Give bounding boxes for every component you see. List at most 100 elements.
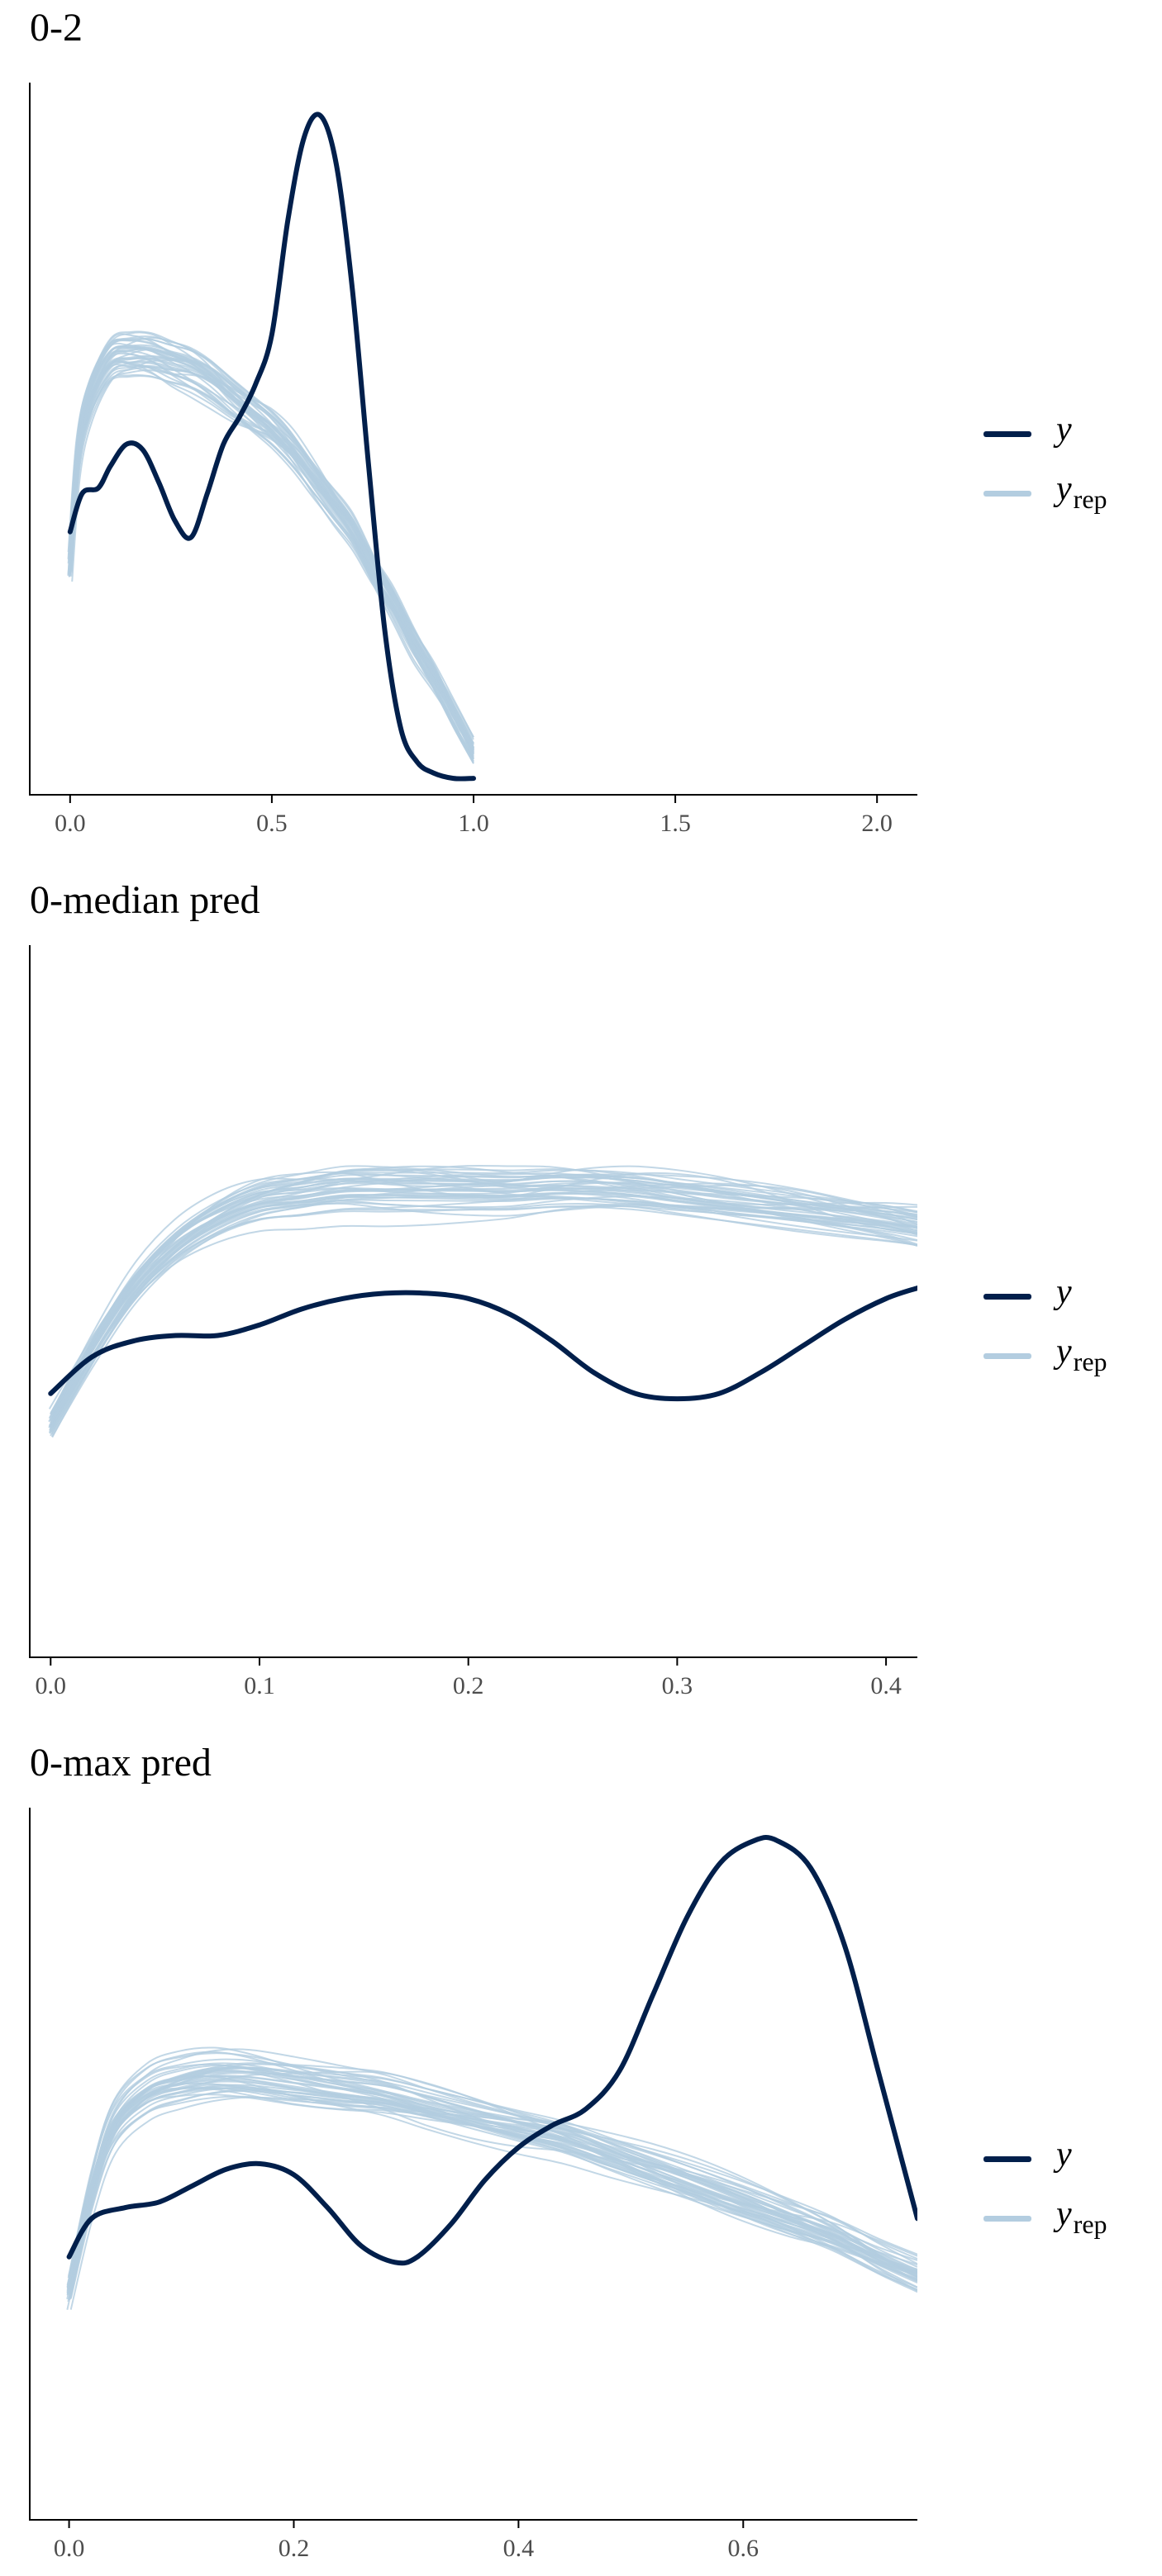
x-tick-label: 2.0 [861, 810, 893, 837]
legend-label-yrep-sub: rep [1073, 1347, 1107, 1376]
yrep-draw-line [48, 1188, 917, 1428]
plot-area: 0.0 0.1 0.2 0.3 0.4 [29, 945, 917, 1699]
legend-label-y: y [1056, 1273, 1072, 1311]
yrep-draw-line [50, 1201, 917, 1435]
yrep-draw-line [50, 1203, 917, 1423]
y-observed-line [66, 1835, 917, 2266]
x-tick-label: 0.1 [244, 1672, 275, 1699]
yrep-draw-line [66, 2046, 917, 2288]
yrep-draw-line [51, 1176, 917, 1420]
series-group [48, 1164, 917, 1438]
legend-label-yrep: yrep [1056, 469, 1107, 514]
yrep-draw-line [70, 345, 474, 752]
x-tick-label: 1.0 [458, 810, 489, 837]
yrep-draw-line [69, 2067, 917, 2300]
yrep-draw-line [70, 357, 474, 744]
yrep-draw-line [69, 2066, 917, 2290]
yrep-draw-line [70, 348, 474, 758]
yrep-draw-line [50, 1169, 917, 1416]
yrep-draw-line [69, 330, 474, 755]
yrep-draw-line [69, 338, 474, 738]
yrep-draw-line [49, 1167, 917, 1415]
legend-item-y: y [983, 405, 1149, 464]
yrep-draw-line [70, 345, 474, 749]
legend-label-yrep: yrep [1056, 2194, 1107, 2239]
x-tick-label: 0.2 [279, 2535, 310, 2562]
yrep-draw-line [66, 2070, 917, 2288]
yrep-draw-line [67, 342, 474, 750]
series-group [67, 112, 476, 782]
x-tick-label: 0.3 [662, 1672, 693, 1699]
series-group [66, 1835, 917, 2310]
x-tick-label: 0.4 [870, 1672, 902, 1699]
legend-label-y: y [1056, 411, 1072, 449]
legend: y yrep [983, 405, 1149, 524]
chart-title: 0-median pred [30, 878, 260, 922]
legend-item-y: y [983, 2130, 1149, 2189]
yrep-draw-line [68, 359, 474, 762]
legend-item-yrep: yrep [983, 464, 1149, 524]
yrep-draw-line [70, 340, 474, 749]
yrep-draw-line [69, 364, 474, 746]
plot-area: 0.0 0.2 0.4 0.6 [29, 1808, 917, 2562]
yrep-draw-line [69, 361, 474, 752]
x-tick-label: 0.0 [54, 2535, 85, 2562]
yrep-draw-line [50, 1189, 917, 1427]
yrep-draw-line [50, 1181, 917, 1425]
legend-swatch-y [983, 2156, 1031, 2162]
legend-label-y: y [1056, 2136, 1072, 2174]
legend-swatch-yrep [983, 2216, 1031, 2222]
yrep-draw-line [69, 338, 474, 749]
legend-label-yrep-main: y [1056, 2195, 1072, 2233]
legend-label-yrep-sub: rep [1073, 2209, 1107, 2239]
legend-label-yrep-main: y [1056, 1333, 1072, 1371]
chart-title: 0-max pred [30, 1741, 212, 1785]
yrep-draw-line [70, 333, 474, 740]
x-tick-label: 0.0 [55, 810, 86, 837]
chart-panel-1: 0-2 0.0 0.5 1.0 1.5 2.0 y yrep [0, 0, 1162, 859]
yrep-draw-line [67, 2058, 917, 2279]
yrep-draw-line [68, 2084, 917, 2300]
x-tick-label: 0.4 [503, 2535, 535, 2562]
y-observed-line [48, 1286, 917, 1402]
yrep-draw-line [68, 2063, 917, 2287]
legend-item-y: y [983, 1267, 1149, 1327]
legend-item-yrep: yrep [983, 1327, 1149, 1386]
legend-swatch-y [983, 431, 1031, 437]
yrep-draw-line [69, 2087, 917, 2298]
legend-swatch-yrep [983, 491, 1031, 497]
legend-swatch-y [983, 1294, 1031, 1300]
x-tick-label: 1.5 [660, 810, 691, 837]
legend-item-yrep: yrep [983, 2189, 1149, 2249]
yrep-draw-line [67, 2062, 917, 2288]
legend: y yrep [983, 1267, 1149, 1386]
chart-title: 0-2 [30, 6, 83, 50]
yrep-draw-line [68, 336, 474, 760]
yrep-draw-line [66, 2066, 917, 2295]
yrep-draw-line [69, 344, 474, 750]
yrep-draw-line [69, 2094, 917, 2292]
legend-swatch-yrep [983, 1353, 1031, 1359]
x-tick-label: 0.6 [728, 2535, 760, 2562]
legend-label-yrep-sub: rep [1073, 484, 1107, 514]
yrep-draw-line [67, 346, 474, 749]
yrep-draw-line [68, 337, 474, 749]
yrep-draw-line [69, 2065, 917, 2291]
yrep-draw-line [48, 1165, 917, 1419]
legend: y yrep [983, 2130, 1149, 2249]
yrep-draw-line [49, 1205, 917, 1434]
legend-label-yrep: yrep [1056, 1332, 1107, 1376]
yrep-draw-line [69, 352, 474, 748]
chart-panel-2: 0-median pred 0.0 0.1 0.2 0.3 0.4 y yrep [0, 859, 1162, 1722]
yrep-draw-line [51, 1195, 917, 1424]
yrep-draw-line [69, 2087, 917, 2298]
x-tick-label: 0.5 [256, 810, 288, 837]
yrep-draw-line [51, 1175, 917, 1414]
yrep-draw-line [68, 2052, 917, 2277]
x-tick-label: 0.0 [36, 1672, 67, 1699]
yrep-draw-line [67, 2072, 917, 2303]
yrep-draw-line [68, 345, 474, 754]
y-observed-line [67, 112, 476, 782]
yrep-draw-line [66, 2075, 917, 2286]
chart-panel-3: 0-max pred 0.0 0.2 0.4 0.6 y yrep [0, 1722, 1162, 2576]
